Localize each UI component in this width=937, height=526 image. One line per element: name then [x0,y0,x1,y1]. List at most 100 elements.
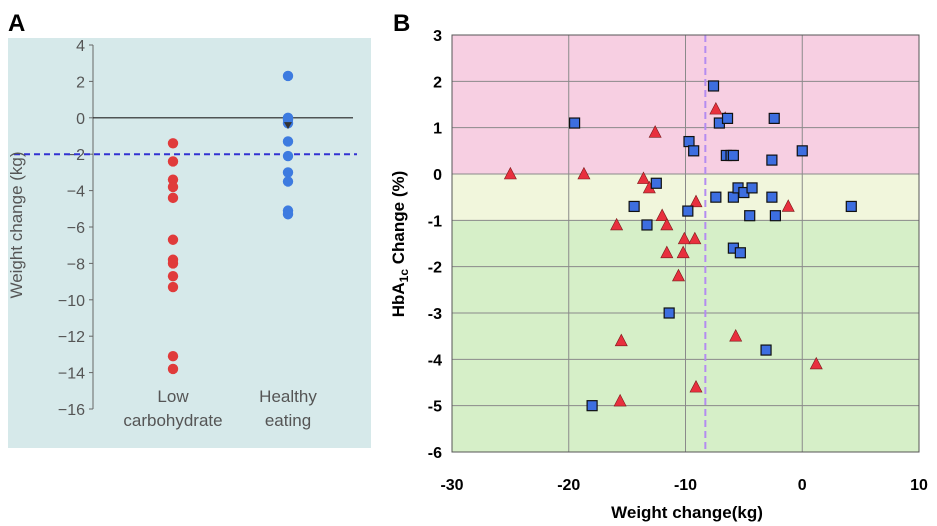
panel-a-tick-label: −6 [67,220,85,237]
square-point [663,307,675,319]
low-carb-point [167,181,179,193]
panel-b-points [503,80,857,412]
square-point [688,145,700,157]
panel-b-y-tick-label: -5 [428,399,442,416]
triangle-point [689,194,703,208]
panel-b-y-tick-label: -4 [428,352,442,369]
triangle-point [688,231,702,245]
panel-a-tick-label: −2 [67,147,85,164]
panel-b-y-axis-label: HbA1c Change (%) [389,171,411,318]
triangle-point [577,166,591,180]
panel-a-category-label: carbohydrate [123,411,222,430]
panel-a-tick-label: 4 [76,38,85,55]
triangle-point [689,379,703,393]
ylabel-main: HbA [389,282,408,317]
triangle-point [781,199,795,212]
square-point [744,210,756,222]
low-carb-point [167,156,179,167]
panel-b-x-tick-label: -20 [557,477,580,494]
square-point [650,177,662,189]
low-carb-point [167,258,179,269]
panel-b-y-tick-label: 0 [433,167,442,184]
square-point [766,191,778,203]
square-point [727,149,739,162]
panel-b-y-tick-label: 2 [433,74,442,91]
panel-a-tick-label: −10 [58,293,85,310]
ylabel-rest: Change (%) [389,171,408,269]
panel-b-x-tick-label: -10 [674,477,697,494]
panel-a-category-labels: Low carbohydrate Healthy eating [123,387,317,430]
panel-a: A 4 2 0 −2 −4 −6 −8 −10 −12 −14 −16 Low carbohydrat… [7,10,371,448]
square-point [760,344,772,356]
panel-b-y-tick-label: 3 [433,28,442,45]
square-point [586,400,598,412]
low-carb-point [167,192,179,204]
triangle-point [503,166,517,180]
panel-b-y-tick-label: 1 [433,121,442,138]
triangle-point [672,268,685,282]
square-point [746,182,758,194]
panel-a-tick-label: −8 [67,256,85,273]
triangle-point [729,329,743,342]
ylabel-subscript: 1c [397,269,411,283]
triangle-point [610,217,624,231]
square-point [734,247,746,259]
panel-b-x-axis-label: Weight change(kg) [611,503,763,522]
panel-a-tick-label: −12 [58,329,85,346]
low-carb-point [167,351,179,362]
square-point [568,117,581,129]
panel-a-tick-label: 0 [76,111,85,128]
panel-b-x-tick-label: 10 [910,477,928,494]
triangle-point [636,171,650,184]
square-point [796,145,808,157]
panel-a-category-label: Healthy [259,387,317,406]
low-carb-point [167,234,179,245]
square-point [682,205,694,217]
panel-b-y-tick-label: -1 [428,213,442,230]
panel-a-tick-label: −16 [58,402,85,419]
triangle-point [809,356,823,370]
triangle-point [655,208,669,221]
healthy-eating-point [282,150,294,162]
square-point [683,135,695,148]
panel-a-y-axis-label: Weight change (kg) [7,151,26,298]
panel-a-category-label: eating [265,411,311,430]
panel-a-tick-label: −4 [67,184,85,201]
healthy-eating-point [282,167,294,178]
panel-a-tick-labels: 4 2 0 −2 −4 −6 −8 −10 −12 −14 −16 [58,38,85,419]
triangle-point [648,125,662,138]
square-point [845,200,857,213]
panel-a-marker [284,122,292,130]
healthy-eating-point [282,176,294,187]
panel-b-letter: B [393,10,410,37]
panel-b-y-tick-label: -3 [428,306,442,323]
square-point [707,80,720,92]
panel-a-tick-label: −14 [58,366,85,383]
panel-a-background [8,38,371,448]
panel-b-x-tick-labels: -30 -20 -10 0 10 [440,477,928,494]
panel-b-y-tick-labels: 3 2 1 0 -1 -2 -3 -4 -5 -6 [428,28,442,462]
panel-a-category-label: Low [157,387,189,406]
panel-b-y-tick-label: -2 [428,260,442,277]
square-point [628,200,640,213]
triangle-point [614,333,628,347]
healthy-eating-point [282,209,294,220]
square-point [769,210,781,222]
low-carb-point [167,281,179,293]
panel-a-points [167,70,294,375]
low-carb-point [167,138,179,149]
triangle-point [676,245,690,259]
square-point [641,219,653,231]
healthy-eating-point [282,70,294,82]
low-carb-point [167,363,179,375]
low-carb-point [167,270,179,282]
square-point [721,112,734,125]
triangle-point [660,217,674,231]
triangle-point [677,231,691,245]
square-point [766,154,778,166]
triangle-point [660,245,674,259]
triangle-point [709,101,723,115]
low-carb-point [167,174,179,185]
panel-b-x-tick-label: -30 [440,477,463,494]
